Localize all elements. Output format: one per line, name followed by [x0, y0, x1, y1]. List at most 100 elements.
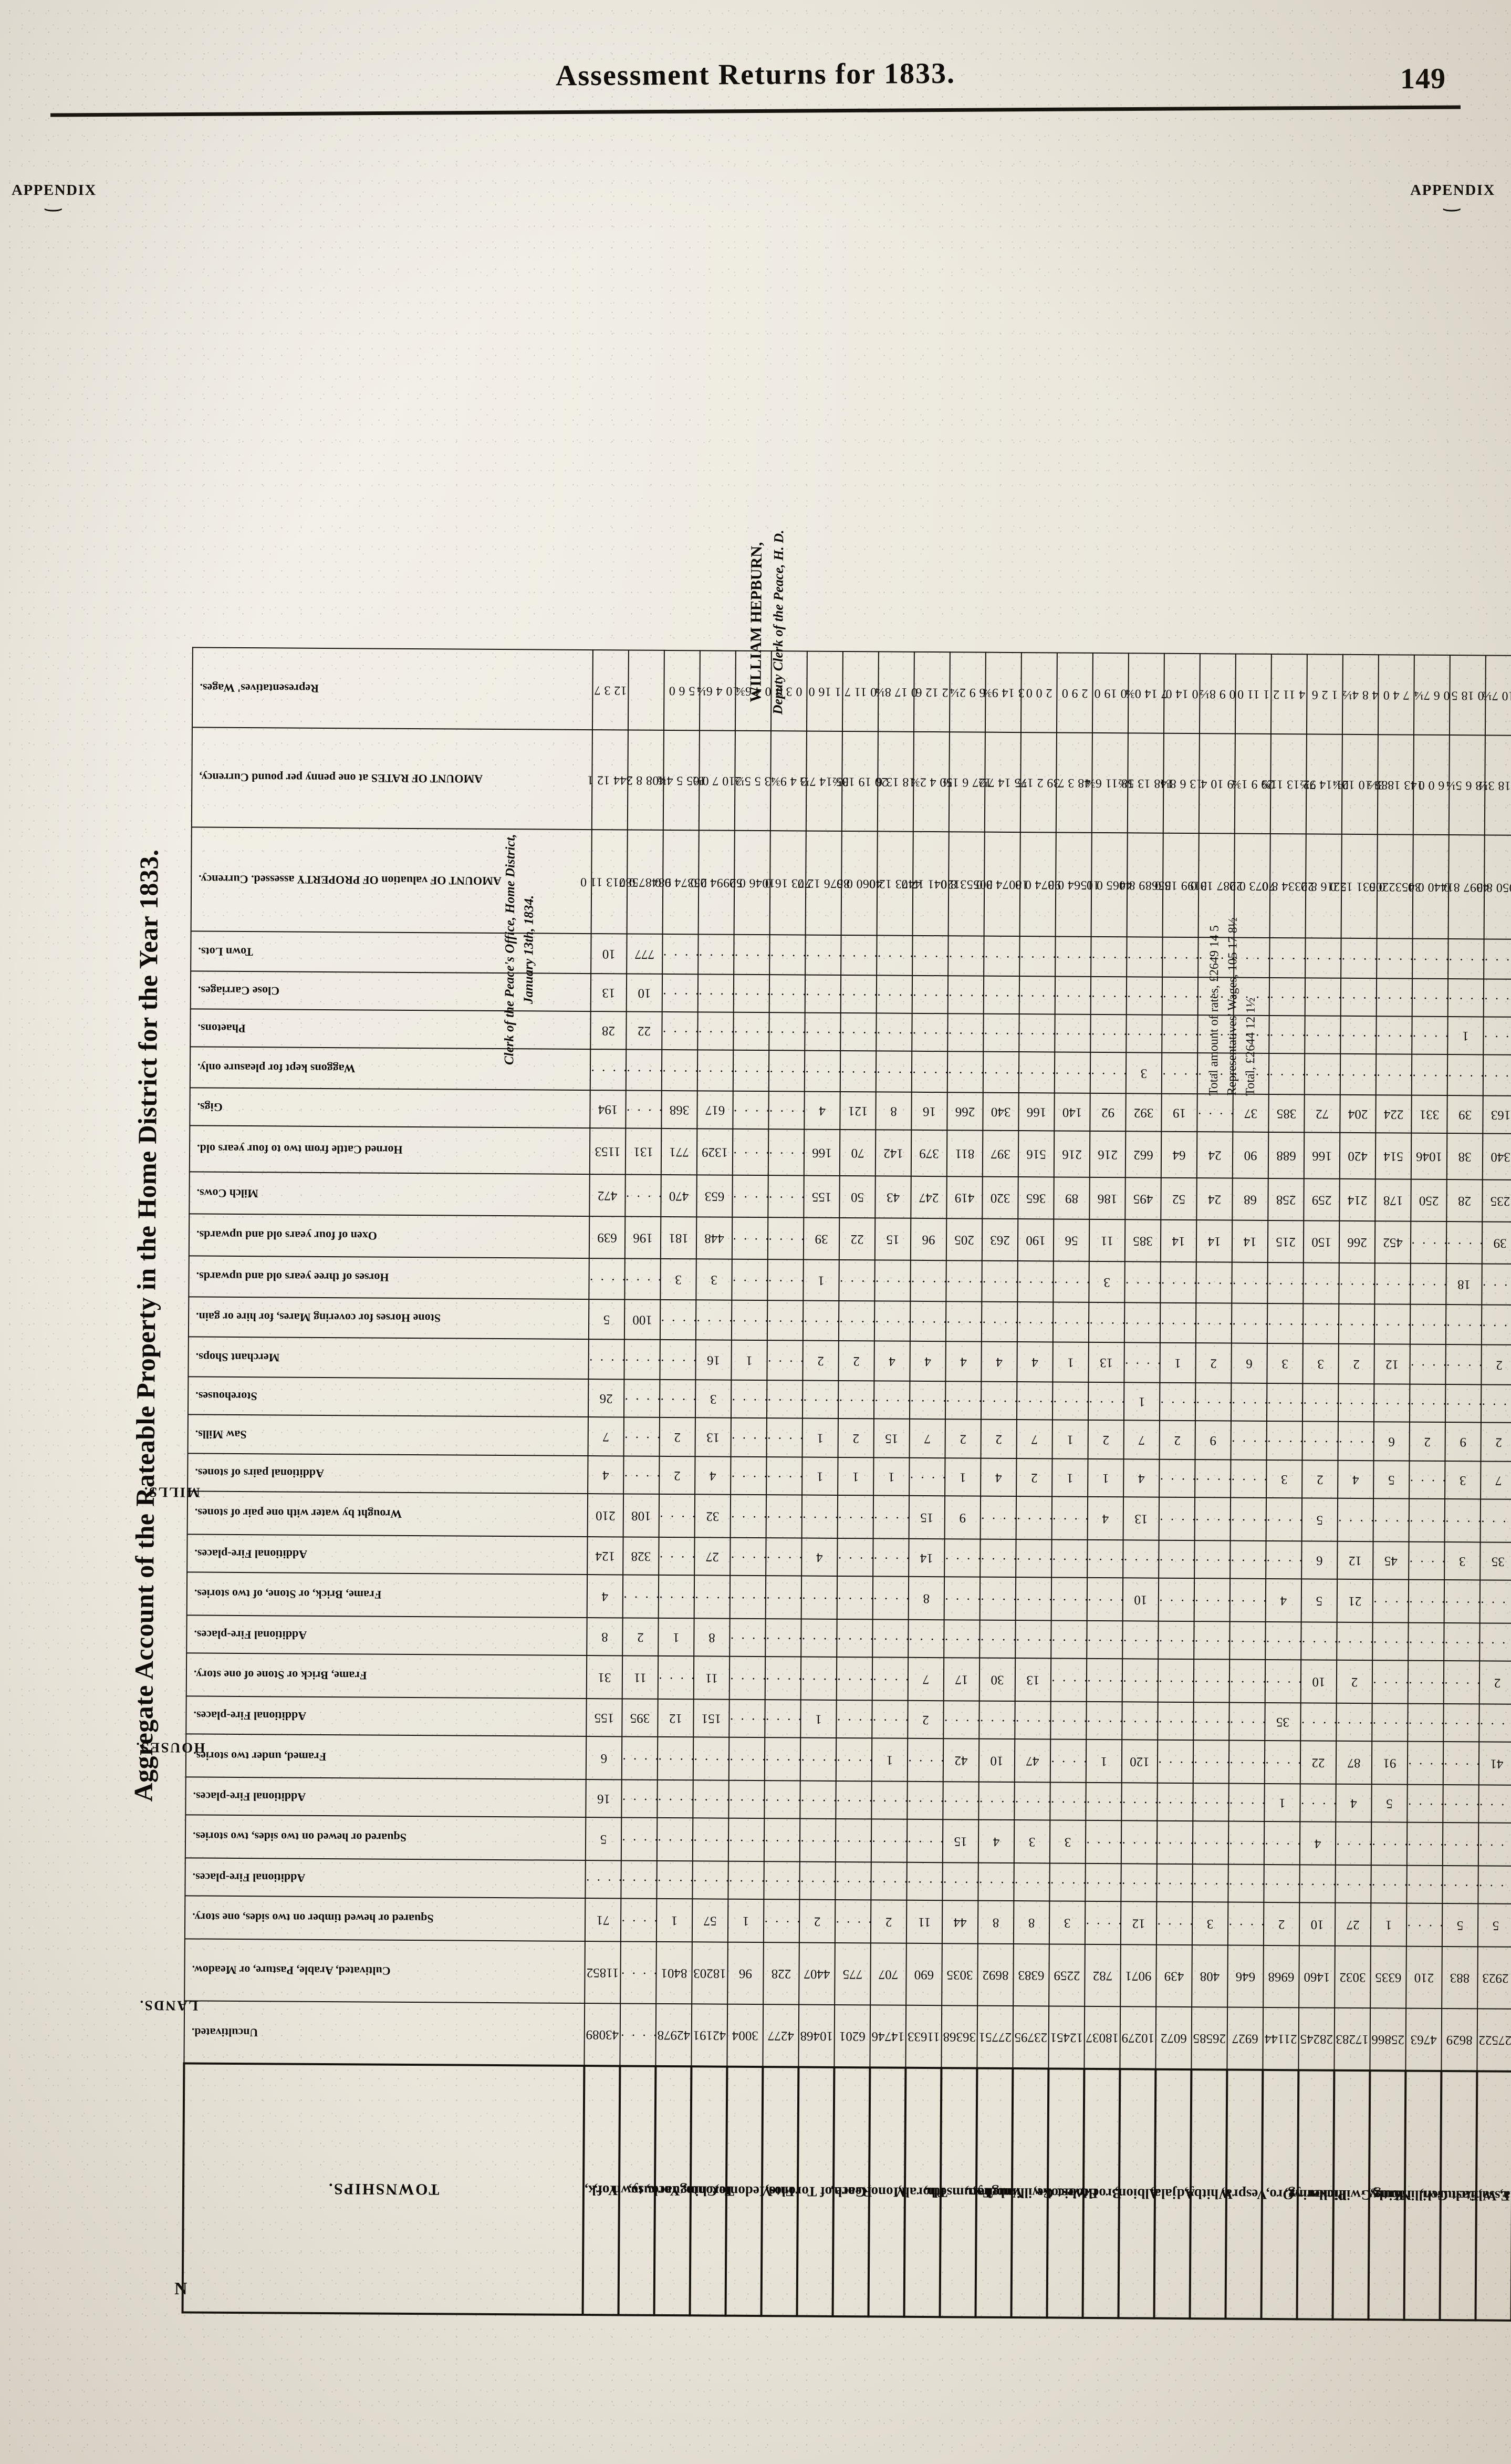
- cell-merchant_shops-value: 4: [924, 1354, 931, 1369]
- cell-uncultivated-value: 28245: [1299, 2032, 1333, 2046]
- cell-h5_type: · · · ·: [1191, 1864, 1229, 1902]
- cell-town_lots: · · · ·: [1375, 938, 1413, 979]
- cell-h1_fire: · · · ·: [764, 1576, 803, 1619]
- cell-gigs: 8: [875, 1092, 912, 1130]
- cell-carriages: · · · ·: [911, 975, 949, 1014]
- cell-town_lots: · · · ·: [1268, 937, 1306, 978]
- cell-storehouses-value: · · · ·: [730, 1392, 768, 1407]
- header-stone_horses-label: Stone Horses for covering Mares, for hir…: [195, 1310, 441, 1325]
- cell-milch: 24: [1196, 1178, 1233, 1220]
- cell-h3_fire: · · · ·: [727, 1737, 766, 1781]
- cell-storehouses-value: · · · ·: [1229, 1395, 1268, 1410]
- cell-wages-value: 0 18 5: [1451, 688, 1484, 702]
- cell-h5_fire: 3: [1192, 1902, 1228, 1945]
- cell-gigs-value: 224: [1383, 1107, 1403, 1122]
- cell-phaetons: · · · ·: [1160, 1014, 1199, 1053]
- cell-h1_fire: 21: [1337, 1579, 1373, 1623]
- cell-h5_type-value: · · · ·: [726, 1873, 765, 1888]
- cell-stone_horses: · · · ·: [1373, 1304, 1411, 1344]
- cell-stone_horses: · · · ·: [873, 1301, 911, 1341]
- cell-waggons-value: · · · ·: [767, 1064, 806, 1079]
- cell-h2_fire: 13: [1015, 1658, 1051, 1702]
- cell-wages-value: 6 9 2¼: [949, 685, 986, 700]
- cell-horned: 1329: [696, 1129, 733, 1175]
- cell-h1_fire: 8: [908, 1576, 944, 1620]
- cell-h2_fire: · · · ·: [1049, 1658, 1088, 1702]
- cell-merchant_shops-value: 4: [995, 1354, 1003, 1369]
- cell-oxen: · · · ·: [1445, 1221, 1483, 1264]
- cell-h1_fire-value: · · · ·: [1442, 1595, 1481, 1609]
- cell-horses: 18: [1445, 1264, 1482, 1305]
- cell-carriages: 10: [626, 974, 662, 1012]
- cell-h5_type: · · · ·: [941, 1862, 979, 1901]
- cell-h4_type-value: · · · ·: [834, 1793, 873, 1808]
- cell-phaetons-value: · · · ·: [1053, 1026, 1092, 1041]
- cell-h2_fire-value: 13: [1026, 1673, 1040, 1687]
- cell-h2_type: · · · ·: [835, 1619, 874, 1658]
- cell-milch: · · · ·: [623, 1174, 662, 1217]
- cell-h4_type-value: · · · ·: [1120, 1795, 1159, 1809]
- cell-h4_type-value: · · · ·: [905, 1793, 944, 1808]
- cell-merchant_shops: 4: [873, 1341, 910, 1381]
- cell-uncultivated: 17283: [1333, 2007, 1370, 2071]
- cell-milch-value: 653: [704, 1189, 724, 1204]
- cell-storehouses: · · · ·: [908, 1381, 946, 1420]
- cell-h1_type-value: 27: [705, 1549, 719, 1564]
- cell-horses: · · · ·: [980, 1260, 1019, 1302]
- cell-milch-value: 365: [1026, 1191, 1046, 1206]
- cell-h3_fire: · · · ·: [835, 1737, 873, 1782]
- cell-mills_saw-value: 2: [1173, 1433, 1181, 1447]
- cell-h1_fire-value: 5: [1316, 1593, 1322, 1608]
- cell-town_lots-value: · · · ·: [1446, 952, 1485, 967]
- cell-h2_fire: · · · ·: [656, 1655, 695, 1700]
- cell-gigs-value: 331: [1419, 1107, 1439, 1122]
- cell-h1_type: 45: [1372, 1541, 1409, 1580]
- cell-h3_type: · · · ·: [1442, 1704, 1481, 1742]
- cell-phaetons-value: · · · ·: [696, 1024, 735, 1039]
- cell-uncultivated-value: 25866: [1371, 2032, 1404, 2047]
- cell-town_lots: · · · ·: [804, 935, 842, 975]
- cell-h2_type-value: · · · ·: [1192, 1633, 1231, 1648]
- band-label-lands-text: LANDS.: [138, 1997, 198, 2014]
- cell-oxen: 266: [1339, 1220, 1375, 1264]
- cell-h4_fire-value: · · · ·: [1333, 1836, 1373, 1851]
- cell-merchant_shops: 4: [1016, 1342, 1053, 1382]
- cell-horses: · · · ·: [1373, 1263, 1412, 1305]
- cell-h2_fire-value: · · · ·: [1370, 1675, 1410, 1690]
- cell-uncultivated-value: 36368: [942, 2030, 976, 2044]
- cell-oxen-value: 150: [1311, 1235, 1331, 1249]
- cell-horses-value: · · · ·: [1480, 1277, 1511, 1292]
- cell-cultivated: 2259: [1048, 1944, 1085, 2006]
- cell-oxen-value: 14: [1207, 1234, 1221, 1249]
- cell-phaetons: · · · ·: [1374, 1016, 1413, 1054]
- cell-h5_fire: 1: [1370, 1903, 1406, 1947]
- cell-gigs-value: 140: [1062, 1105, 1082, 1120]
- cell-h3_fire: · · · ·: [906, 1738, 944, 1782]
- header-h2_fire: Frame, Brick or Stone of one story.: [186, 1653, 587, 1699]
- cell-merchant_shops: 4: [909, 1341, 946, 1382]
- cell-h4_type-value: · · · ·: [1191, 1795, 1230, 1810]
- cell-milch-value: 52: [1172, 1192, 1185, 1206]
- cell-phaetons: · · · ·: [660, 1011, 699, 1050]
- cell-horned-value: · · · ·: [731, 1145, 770, 1160]
- cell-wages: 1 2 6: [1306, 654, 1343, 734]
- cell-merchant_shops-value: · · · ·: [765, 1353, 804, 1368]
- cell-h3_fire: · · · ·: [1192, 1740, 1230, 1784]
- cell-wages: 0 14 0: [1163, 653, 1200, 734]
- cell-h4_fire: · · · ·: [620, 1817, 658, 1861]
- cell-storehouses: · · · ·: [1408, 1384, 1446, 1423]
- cell-wages-value: 1 2 6: [1311, 687, 1338, 702]
- cell-h4_fire: · · · ·: [1155, 1820, 1194, 1865]
- cell-mills_w-value: · · · ·: [800, 1509, 839, 1524]
- cell-horned-value: 166: [1311, 1148, 1332, 1163]
- cell-merchant_shops: · · · ·: [659, 1339, 697, 1380]
- cell-oxen-value: 263: [989, 1233, 1010, 1247]
- cell-h3_fire: 10: [978, 1738, 1015, 1783]
- cell-horses-value: · · · ·: [1159, 1275, 1197, 1290]
- cell-stone_horses: · · · ·: [766, 1300, 804, 1341]
- cell-rates: 6 0 0: [1413, 734, 1450, 835]
- cell-gigs-value: 204: [1348, 1106, 1368, 1122]
- cell-h3_fire-value: 41: [1489, 1756, 1504, 1771]
- cell-mills_w: · · · ·: [836, 1495, 874, 1539]
- cell-stone_horses-value: 5: [603, 1312, 610, 1327]
